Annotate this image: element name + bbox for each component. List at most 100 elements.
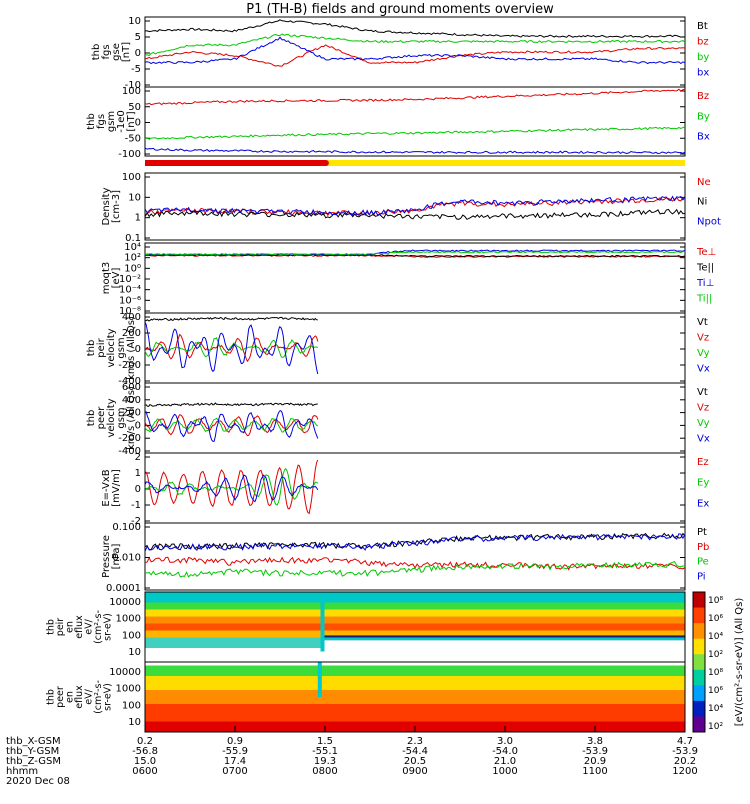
y-label-line: gsm [106, 111, 117, 132]
panel-fgs_gsm: 100 50 0 -50 -100 thb fgs gsm -1e0 [nT] Bz By Bx [86, 86, 710, 166]
y-tick-label: 10000 [109, 667, 141, 678]
y-label-line: en [65, 621, 76, 633]
legend-label: Pi [697, 571, 706, 582]
series-Vy [144, 336, 318, 358]
x-tick-label: 3.0 [497, 736, 513, 747]
legend-label: Bt [697, 21, 708, 32]
series-Pb [144, 556, 686, 571]
y-label-line: thb [46, 689, 57, 705]
colorbar-tick-label: 10⁶ [708, 686, 723, 696]
y-tick-label: -200 [118, 360, 141, 371]
y-label-line: en [65, 691, 76, 703]
spec-band-white [323, 640, 685, 662]
spec-band [145, 592, 685, 603]
legend-label: Vt [697, 387, 708, 398]
y-tick-label: 0.100 [112, 522, 141, 533]
y-tick-label: 10⁻⁶ [119, 295, 141, 306]
x-tick-label: 1200 [672, 766, 697, 777]
series-Ni [144, 208, 686, 220]
x-axis-labels: thb_X-GSM 0.2 0.9 1.5 2.3 3.0 3.8 4.7 thb_Y-GSM -… [6, 726, 698, 787]
x-tick-label: 0800 [312, 766, 337, 777]
y-tick-label: -400 [118, 446, 141, 457]
series-Vx [145, 409, 319, 442]
series-Bt [144, 19, 686, 38]
y-label-line: thb [86, 410, 97, 427]
colorbar-tick-label: 10⁸ [708, 596, 723, 606]
series-Pt [144, 532, 686, 551]
y-label-line: Density [101, 187, 112, 225]
y-tick-label: 200 [122, 408, 141, 419]
series-Ey [144, 467, 319, 506]
y-label-line: gsm [116, 407, 127, 428]
y-tick-label: 10⁻⁸ [119, 306, 141, 317]
legend-label: Ex [697, 498, 709, 509]
y-tick-label: 2 [135, 452, 141, 463]
y-axis-label: thb fgs gse [nT] [91, 42, 132, 62]
series-Ti⊥ [144, 249, 686, 256]
spec-band [145, 665, 685, 676]
y-tick-label: 100 [122, 630, 141, 641]
y-tick-label: -50 [125, 133, 141, 144]
spec-spike [320, 592, 325, 652]
colorbar-frame [692, 591, 706, 733]
legend-label: bx [697, 68, 709, 79]
y-label-line: E=-VxB [101, 469, 112, 506]
colorbar-segment [693, 623, 705, 640]
panel-frame [144, 312, 686, 384]
x-row-label: hhmm [6, 766, 38, 777]
y-tick-label: 100 [122, 172, 141, 183]
y-axis-label: Pressure [nPa] [101, 535, 122, 578]
colorbar-segment [693, 592, 705, 609]
panel-frame [144, 172, 686, 241]
y-tick-label: 0 [135, 118, 141, 129]
y-axis-label: Density [cm-3] [101, 187, 122, 225]
y-label-line: thb [46, 619, 57, 635]
panel-frame [144, 522, 686, 591]
series-Bx [144, 147, 686, 155]
spec-band [145, 704, 685, 722]
y-tick-label: 10 [128, 647, 141, 658]
y-tick-label: -100 [118, 149, 141, 160]
spec-band-cyan [323, 637, 685, 641]
panel-fgs: 10 5 0 -5 -10 thb fgs gse [nT] Bt bz by bx [91, 16, 709, 91]
x-tick-label: 1.5 [317, 736, 333, 747]
x-tick-label: 1000 [492, 766, 517, 777]
series-Ti|| [144, 251, 685, 256]
y-label-line: fgs [101, 44, 112, 59]
y-tick-label: 1000 [116, 684, 141, 695]
y-label-line: velocity [106, 328, 117, 367]
y-label-line: peer [96, 406, 107, 430]
colorbar-segment [693, 700, 705, 717]
legend-label: Ti⊥ [696, 278, 714, 289]
spec-band [145, 616, 685, 624]
y-label-line: gsm [116, 337, 127, 358]
y-tick-label: -2 [131, 516, 141, 527]
x-row-label: thb_X-GSM [6, 736, 61, 747]
mode-bar-red [145, 160, 326, 166]
y-label-line: [nT] [121, 42, 132, 62]
colorbar: 10⁸ 10⁶ 10⁴ 10² 10⁸ 10⁶ 10⁴ 10² [eV/(cm²-s-sr-eV… [692, 591, 745, 733]
x-tick-label: 15.0 [134, 756, 156, 767]
y-tick-label: 1 [135, 468, 141, 479]
legend-label: Bz [697, 91, 709, 102]
spec-band [145, 662, 685, 666]
y-tick-label: 10 [128, 192, 141, 203]
y-label-line: peir [96, 337, 107, 357]
y-label-line: sr-eV) [103, 683, 114, 711]
y-label-line: fgs [96, 114, 107, 129]
legend-label: Vt [697, 317, 708, 328]
legend-label: bz [697, 37, 709, 48]
y-label-line: [cm-3] [111, 190, 122, 223]
y-tick-label: 400 [122, 312, 141, 323]
colorbar-tick-label: 10⁶ [708, 614, 723, 624]
series-bz [145, 44, 686, 67]
y-label-line: [nPa] [111, 543, 122, 569]
legend-label: Vy [697, 418, 710, 429]
legend-label: Ey [697, 478, 709, 489]
y-tick-label: 0 [135, 420, 141, 431]
